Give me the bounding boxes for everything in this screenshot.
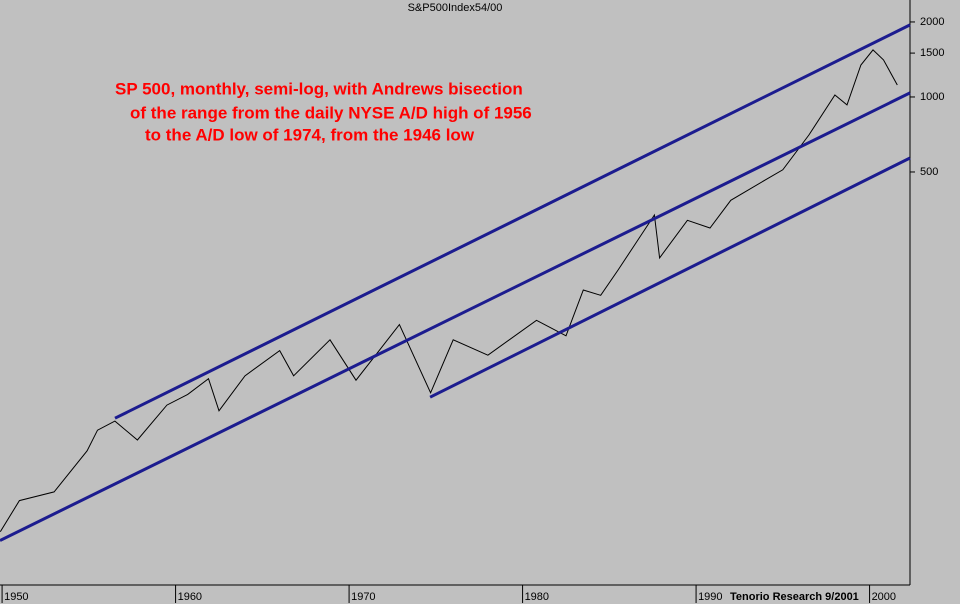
annotation: SP 500, monthly, semi-log, with Andrews … xyxy=(115,79,523,98)
pitchfork-line xyxy=(114,23,911,420)
x-tick-label: 1950 xyxy=(4,591,28,603)
x-tick-label: 2000 xyxy=(872,591,896,603)
y-tick-label: 1000 xyxy=(920,91,944,103)
annotation: of the range from the daily NYSE A/D hig… xyxy=(130,103,532,122)
credit: Tenorio Research 9/2001 xyxy=(730,591,859,603)
x-tick-label: 1980 xyxy=(525,591,549,603)
y-tick-label: 1500 xyxy=(920,47,944,59)
y-tick-label: 2000 xyxy=(920,16,944,28)
chart-title: S&P500Index54/00 xyxy=(408,2,503,14)
x-tick-label: 1970 xyxy=(351,591,375,603)
plot-area xyxy=(0,0,910,585)
annotation: to the A/D low of 1974, from the 1946 lo… xyxy=(145,125,475,144)
y-tick-label: 500 xyxy=(920,166,938,178)
x-tick-label: 1990 xyxy=(698,591,722,603)
x-tick-label: 1960 xyxy=(178,591,202,603)
pitchfork-line xyxy=(0,91,911,542)
pitchfork-line xyxy=(429,156,911,399)
